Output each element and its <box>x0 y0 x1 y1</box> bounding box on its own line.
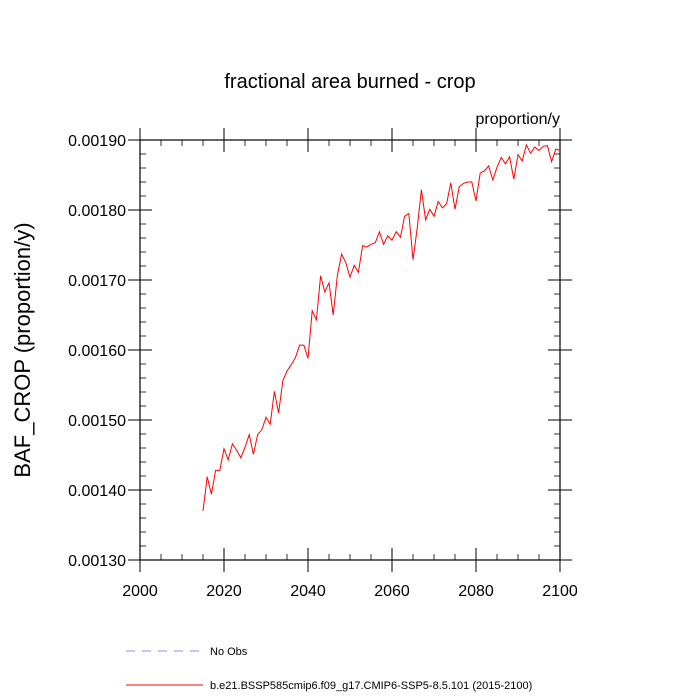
x-tick-label: 2100 <box>542 583 578 600</box>
y-tick-label: 0.00140 <box>68 483 126 500</box>
units-label: proportion/y <box>476 111 561 128</box>
y-tick-label: 0.00160 <box>68 343 126 360</box>
y-tick-label: 0.00180 <box>68 203 126 220</box>
tick-labels: 2000 2020 2040 2060 2080 2100 0.00130 0.00140 0.… <box>68 133 578 600</box>
y-tick-label: 0.00150 <box>68 413 126 430</box>
y-tick-label: 0.00190 <box>68 133 126 150</box>
legend-label-no-obs: No Obs <box>210 646 248 658</box>
y-tick-label: 0.00170 <box>68 273 126 290</box>
x-tick-label: 2060 <box>374 583 410 600</box>
plot-frame <box>139 139 561 561</box>
legend: No Obs b.e21.BSSP585cmip6.f09_g17.CMIP6-… <box>126 646 532 692</box>
x-tick-label: 2080 <box>458 583 494 600</box>
x-tick-label: 2000 <box>122 583 158 600</box>
x-tick-label: 2020 <box>206 583 242 600</box>
y-tick-label: 0.00130 <box>68 553 126 570</box>
series-layer <box>202 143 561 512</box>
legend-label-ssp585: b.e21.BSSP585cmip6.f09_g17.CMIP6-SSP5-8.… <box>210 680 532 692</box>
chart-title: fractional area burned - crop <box>224 71 475 93</box>
axis-ticks <box>128 128 572 572</box>
series-line-0 <box>202 143 561 512</box>
y-axis-title: BAF_CROP (proportion/y) <box>10 222 35 477</box>
x-tick-label: 2040 <box>290 583 326 600</box>
